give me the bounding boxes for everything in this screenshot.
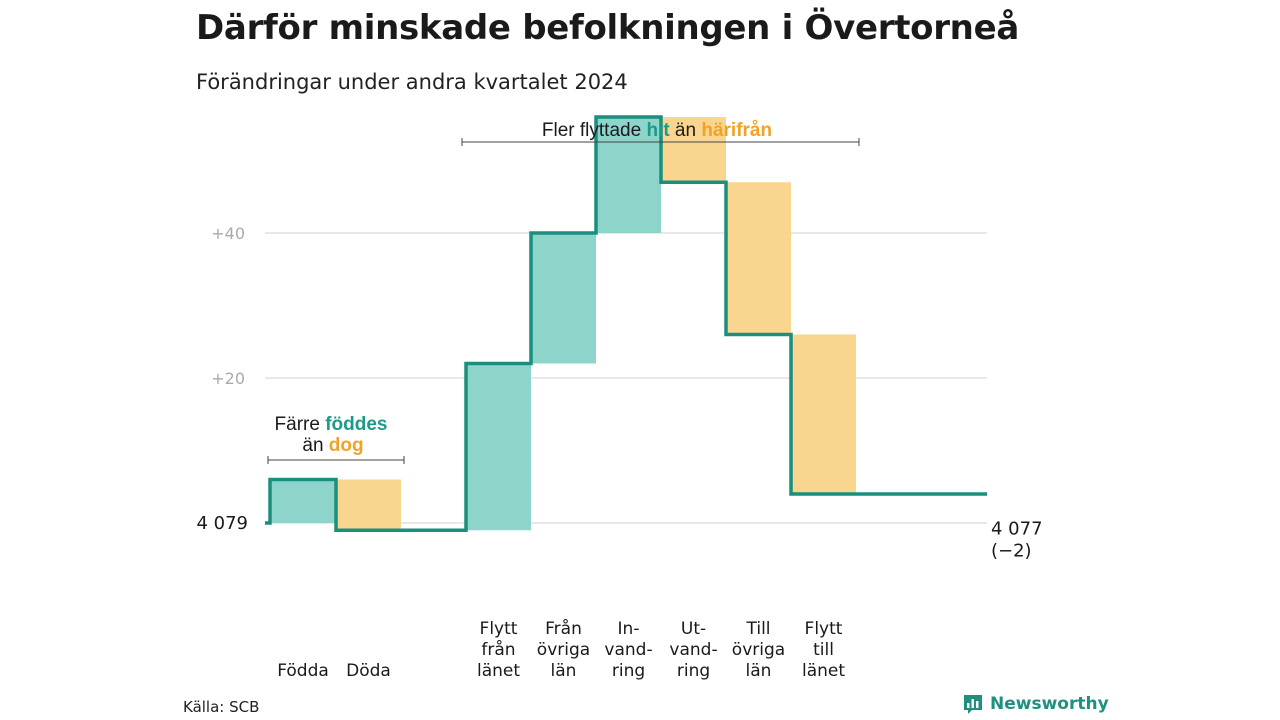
newsworthy-logo-icon — [964, 695, 982, 714]
births-annotation-line2: än dog — [302, 435, 363, 456]
bar-decrease — [336, 479, 401, 531]
category-label: Flytt — [480, 619, 518, 639]
newsworthy-logo: Newsworthy — [962, 693, 1109, 715]
category-label: Ut- — [681, 619, 706, 639]
bar-decrease — [726, 182, 791, 335]
category-label: från — [481, 639, 515, 660]
category-label: län — [551, 661, 577, 681]
category-label: ring — [677, 661, 710, 681]
category-label: Döda — [346, 661, 391, 681]
bar-increase — [531, 233, 596, 364]
chart-title: Därför minskade befolkningen i Övertorne… — [196, 8, 1019, 48]
start-value-label: 4 079 — [196, 513, 248, 534]
bar-increase — [270, 479, 336, 523]
category-label: Till — [745, 619, 770, 639]
chart-subtitle: Förändringar under andra kvartalet 2024 — [196, 70, 628, 94]
step-line-path — [265, 115, 987, 532]
end-change-label: (−2) — [991, 541, 1032, 562]
category-label: övriga — [537, 640, 590, 660]
bar-decrease — [791, 334, 856, 494]
births-annotation-line1: Färre föddes — [275, 414, 388, 435]
category-label: ring — [612, 661, 645, 681]
y-tick-label: +40 — [211, 224, 245, 243]
end-value-label: 4 077 — [991, 519, 1043, 540]
bar-decrease — [661, 117, 726, 183]
source-note: Källa: SCB — [183, 698, 260, 716]
category-label: Födda — [277, 661, 329, 681]
annotations: Färre föddes än dog Fler flyttade hit än… — [267, 120, 860, 464]
category-label: In- — [618, 619, 640, 639]
y-tick-label: +20 — [211, 369, 245, 388]
category-label: län — [746, 661, 772, 681]
bars — [270, 117, 856, 531]
logo-text: Newsworthy — [990, 694, 1109, 714]
category-label: Flytt — [805, 619, 843, 639]
category-label: länet — [802, 661, 845, 681]
bar-increase — [596, 117, 661, 233]
bar-increase — [466, 363, 531, 531]
category-label: övriga — [732, 640, 785, 660]
category-label: länet — [477, 661, 520, 681]
migration-annotation: Fler flyttade hit än härifrån — [542, 120, 772, 141]
category-label: vand- — [604, 640, 652, 660]
category-label: vand- — [669, 640, 717, 660]
step-line — [265, 115, 987, 532]
category-label: till — [813, 640, 834, 660]
category-label: Från — [545, 618, 582, 639]
